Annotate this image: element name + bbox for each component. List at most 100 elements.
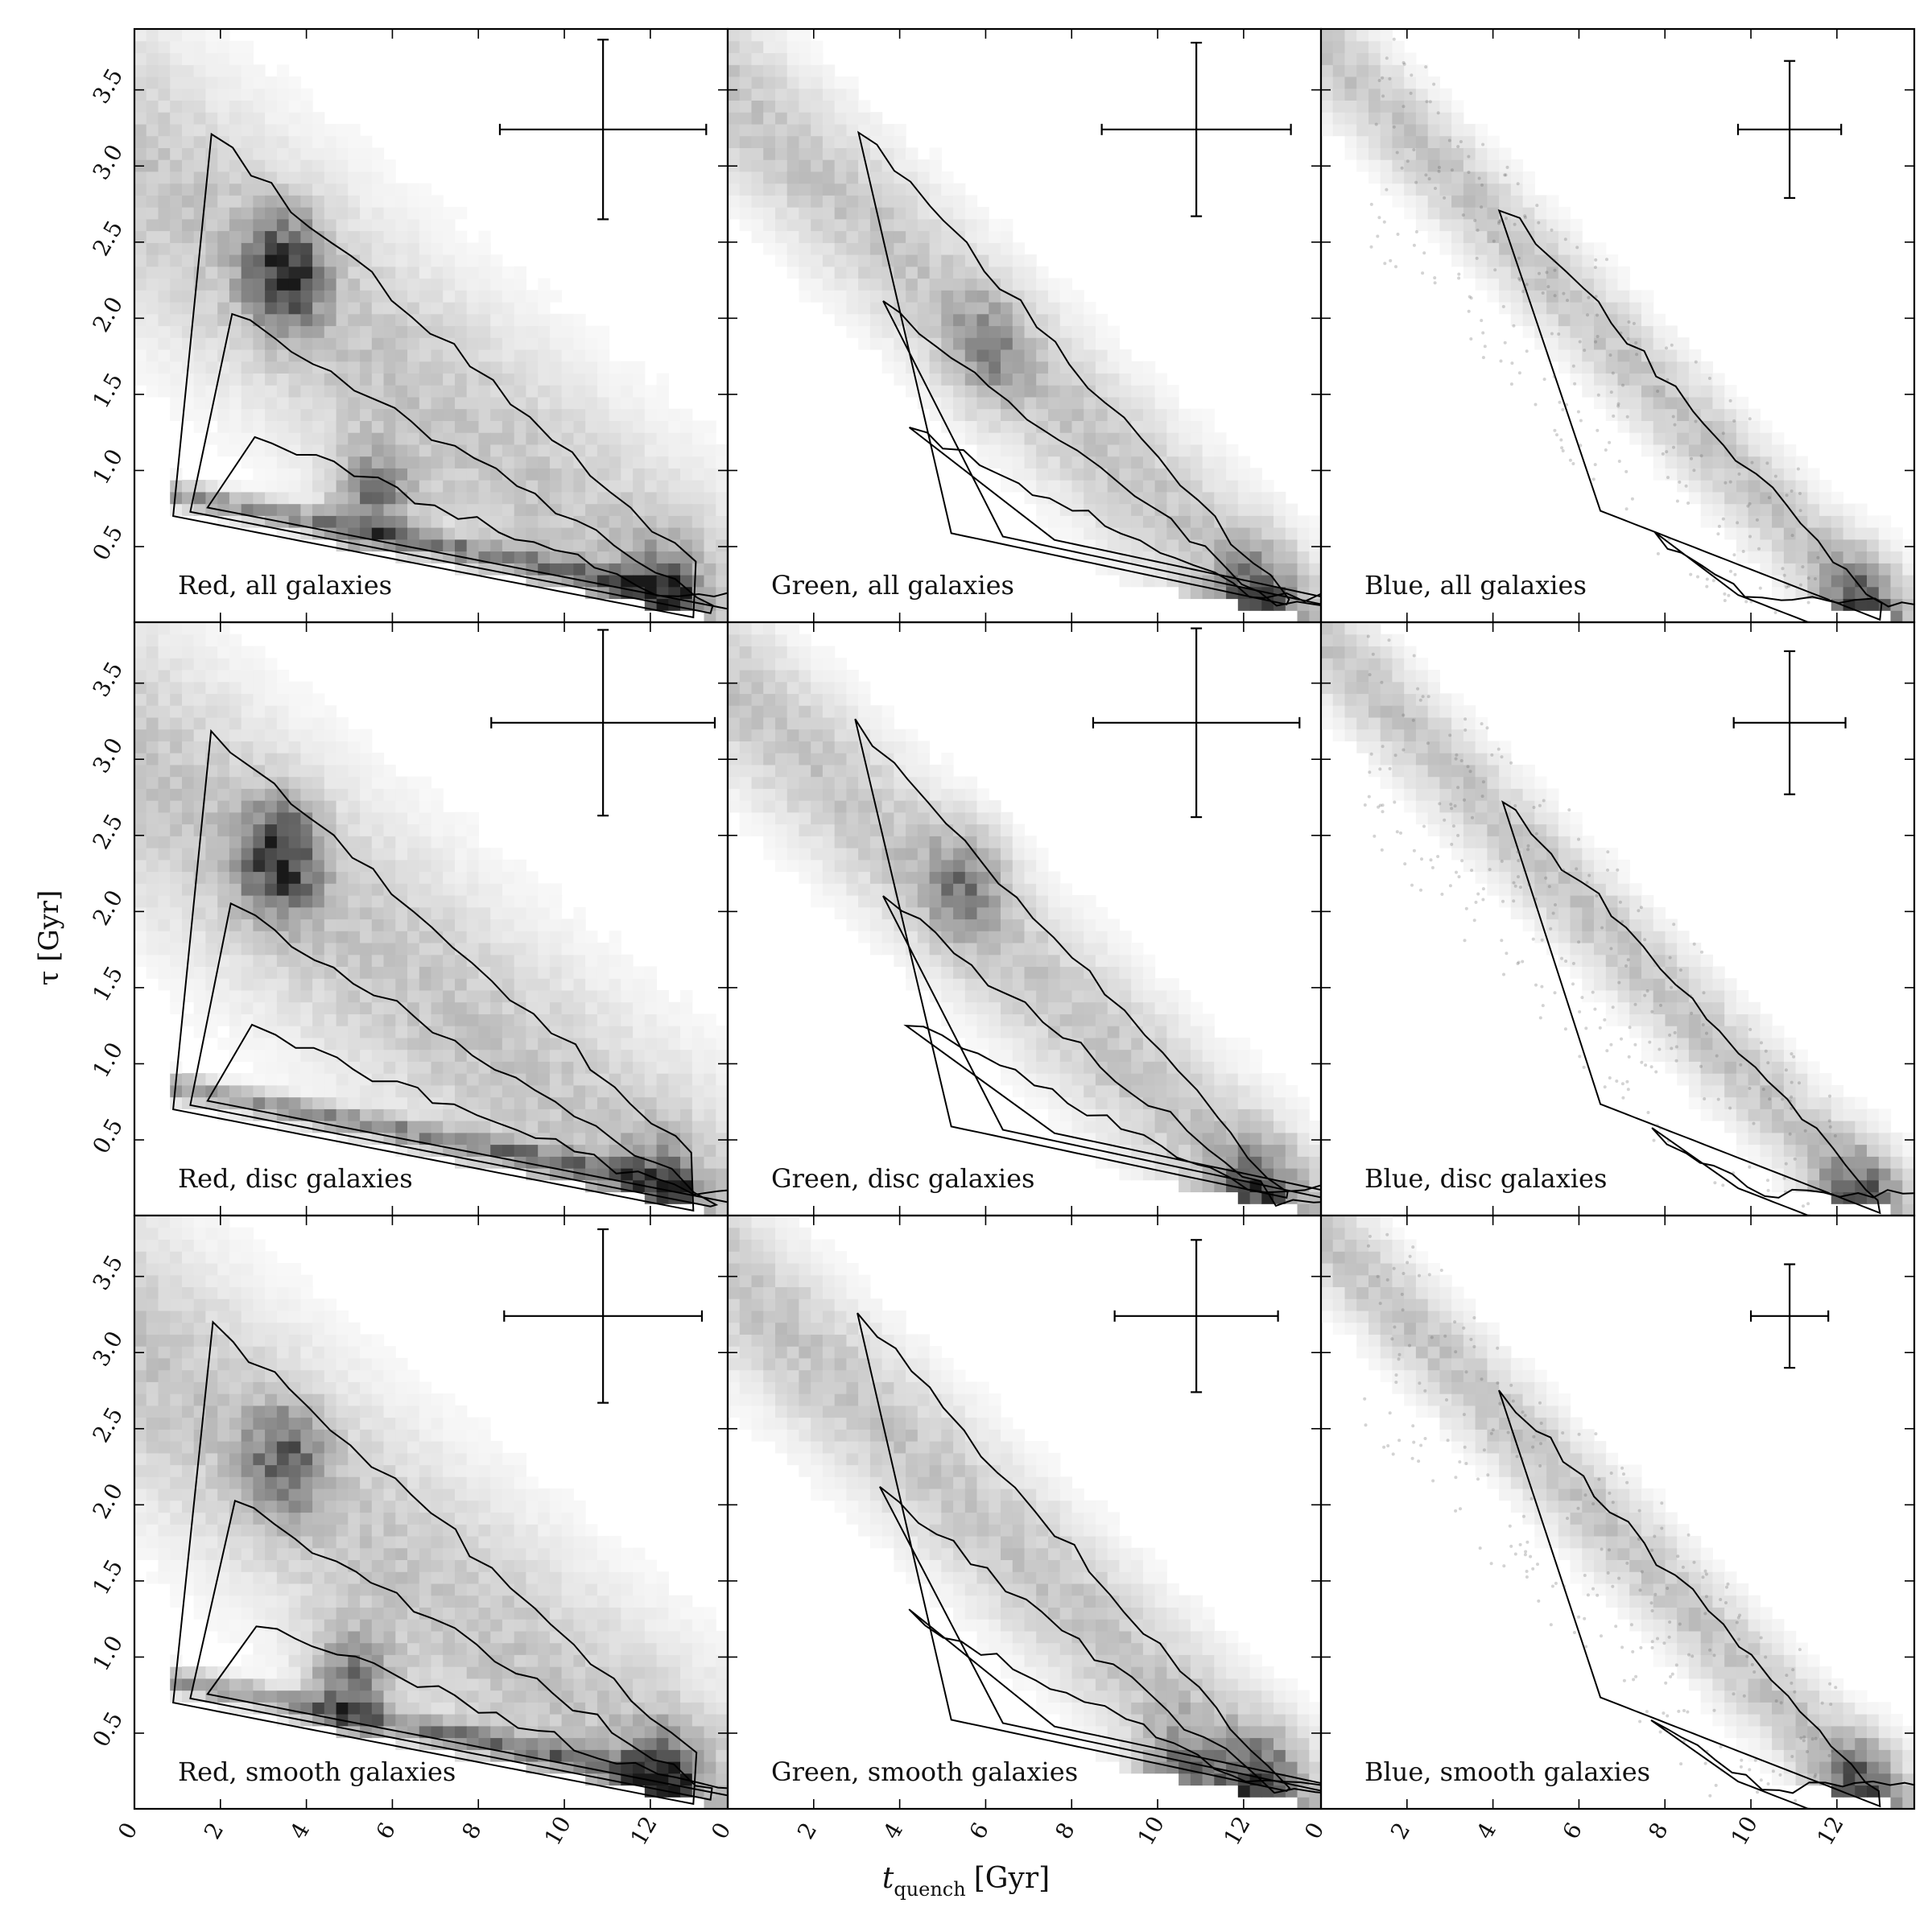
scatter-point: [1696, 575, 1699, 579]
heatmap-cell: [597, 551, 610, 564]
heatmap-cell: [1760, 539, 1773, 552]
heatmap-cell: [134, 242, 147, 255]
heatmap-cell: [881, 171, 894, 184]
heatmap-cell: [976, 313, 989, 327]
heatmap-cell: [1890, 551, 1903, 564]
heatmap-cell: [371, 954, 385, 967]
heatmap-cell: [917, 266, 931, 279]
heatmap-cell: [1012, 278, 1026, 291]
heatmap-cell: [1831, 539, 1844, 552]
heatmap-cell: [478, 1096, 491, 1109]
heatmap-cell: [134, 954, 147, 967]
heatmap-cell: [1084, 385, 1096, 398]
heatmap-cell: [193, 681, 206, 694]
heatmap-cell: [585, 420, 598, 433]
heatmap-cell: [799, 859, 811, 873]
heatmap-cell: [146, 646, 159, 658]
heatmap-cell: [158, 290, 171, 303]
scatter-point: [1571, 462, 1575, 465]
heatmap-cell: [205, 931, 218, 943]
heatmap-cell: [561, 966, 574, 979]
heatmap-cell: [146, 230, 159, 243]
heatmap-cell: [894, 183, 906, 196]
heatmap-cell: [478, 848, 491, 861]
heatmap-cell: [561, 1026, 574, 1038]
heatmap-cell: [276, 159, 290, 172]
heatmap-cell: [383, 943, 396, 956]
heatmap-cell: [1439, 183, 1452, 196]
heatmap-cell: [443, 1049, 456, 1062]
heatmap-cell: [1119, 373, 1132, 386]
heatmap-cell: [241, 290, 254, 303]
heatmap-cell: [799, 135, 811, 148]
heatmap-cell: [502, 1037, 515, 1051]
heatmap-cell: [336, 788, 349, 801]
scatter-point: [1505, 217, 1508, 221]
heatmap-cell: [1202, 468, 1215, 481]
heatmap-cell: [170, 373, 183, 386]
heatmap-cell: [1404, 100, 1417, 113]
heatmap-cell: [691, 1026, 705, 1038]
heatmap-cell: [929, 313, 942, 327]
heatmap-cell: [229, 1073, 242, 1086]
scatter-point: [1409, 91, 1413, 95]
heatmap-cell: [312, 741, 325, 753]
heatmap-cell: [846, 278, 859, 291]
heatmap-cell: [751, 64, 764, 77]
heatmap-cell: [1736, 515, 1749, 528]
heatmap-cell: [822, 716, 836, 730]
heatmap-cell: [549, 1156, 563, 1169]
heatmap-cell: [1487, 278, 1500, 291]
heatmap-cell: [822, 183, 836, 196]
heatmap-cell: [609, 1061, 621, 1074]
heatmap-cell: [431, 788, 444, 801]
heatmap-cell: [1772, 515, 1785, 528]
heatmap-cell: [443, 1084, 456, 1098]
heatmap-cell: [597, 1061, 610, 1074]
heatmap-cell: [336, 266, 349, 279]
heatmap-cell: [217, 76, 230, 89]
heatmap-cell: [134, 729, 147, 741]
heatmap-cell: [288, 76, 301, 89]
heatmap-cell: [455, 1037, 468, 1051]
heatmap-cell: [1783, 563, 1797, 576]
heatmap-cell: [656, 1013, 669, 1026]
heatmap-cell: [407, 242, 420, 255]
heatmap-cell: [644, 1121, 658, 1133]
scatter-point: [1561, 407, 1565, 411]
heatmap-cell: [585, 954, 598, 967]
heatmap-cell: [549, 480, 563, 493]
heatmap-cell: [288, 705, 301, 718]
heatmap-cell: [431, 420, 444, 433]
heatmap-cell: [633, 527, 646, 540]
scatter-point: [1388, 76, 1392, 80]
heatmap-cell: [371, 230, 385, 243]
heatmap-cell: [265, 1061, 278, 1074]
heatmap-cell: [466, 919, 479, 931]
heatmap-cell: [656, 1191, 669, 1204]
heatmap-cell: [455, 871, 468, 884]
scatter-point: [1727, 593, 1731, 597]
heatmap-cell: [288, 1084, 301, 1098]
heatmap-cell: [1344, 76, 1357, 89]
heatmap-cell: [443, 515, 456, 528]
heatmap-cell: [621, 1037, 634, 1051]
heatmap-cell: [763, 658, 776, 671]
heatmap-cell: [573, 539, 586, 552]
heatmap-cell: [1748, 456, 1761, 469]
heatmap-cell: [585, 1156, 598, 1169]
heatmap-cell: [976, 230, 989, 243]
heatmap-cell: [193, 29, 206, 42]
heatmap-cell: [217, 966, 230, 979]
heatmap-cell: [1084, 313, 1096, 327]
heatmap-cell: [858, 242, 871, 255]
heatmap-cell: [478, 539, 491, 552]
heatmap-cell: [300, 1013, 313, 1026]
heatmap-cell: [134, 646, 147, 658]
heatmap-cell: [170, 693, 183, 706]
heatmap-cell: [964, 349, 978, 362]
heatmap-cell: [538, 408, 551, 421]
heatmap-cell: [1570, 361, 1583, 374]
heatmap-cell: [1475, 195, 1488, 208]
heatmap-cell: [1558, 337, 1571, 350]
